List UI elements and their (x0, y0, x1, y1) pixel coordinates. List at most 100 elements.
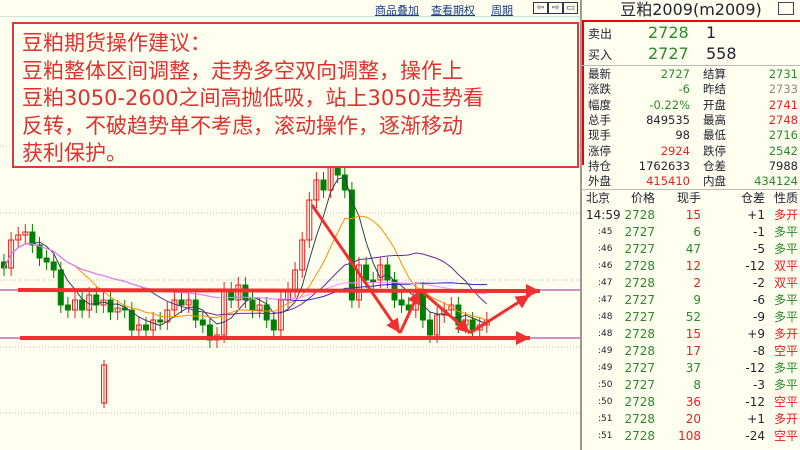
tick-time: :51 (598, 414, 613, 424)
period-button[interactable]: 周期 (491, 4, 513, 17)
col-time: 北京 (586, 191, 611, 205)
candle (348, 189, 355, 301)
overlay-button[interactable]: 商品叠加 (375, 4, 419, 17)
col-nature: 性质 (773, 191, 798, 205)
candle (306, 199, 313, 241)
candle (249, 299, 256, 311)
tick-time: :50 (598, 380, 613, 390)
tick-oi-change: -1 (753, 225, 765, 239)
candle (57, 269, 64, 306)
quote-value: 2716 (768, 128, 798, 143)
tick-row: :51 2728 108 -24 空平 (586, 428, 798, 445)
scroll-left-icon[interactable]: ⇦ (533, 2, 548, 14)
candle (448, 304, 455, 311)
quote-label: 仓差 (703, 158, 726, 173)
ask-label: 卖出 (588, 27, 613, 41)
tick-row: :48 2728 15 +9 多开 (586, 326, 798, 343)
tick-price: 2727 (624, 242, 655, 256)
view-options-button[interactable]: 查看期权 (431, 4, 475, 17)
candle (143, 324, 149, 331)
tick-row: :50 2728 36 -12 空平 (586, 394, 798, 411)
tick-row: :46 2728 12 -12 双平 (586, 258, 798, 275)
candle (101, 364, 107, 404)
candle (157, 319, 164, 323)
quote-value: 2727 (660, 67, 690, 81)
quote-value: 2731 (768, 67, 798, 81)
candle (36, 244, 43, 259)
candle (50, 261, 57, 271)
tick-time: :48 (598, 329, 613, 339)
ask-volume: 1 (706, 23, 717, 42)
candle (384, 264, 391, 281)
tick-time: :46 (598, 244, 613, 254)
tick-nature: 空平 (773, 395, 798, 409)
tick-row: :50 2727 8 -3 多平 (586, 377, 798, 394)
tick-oi-change: -12 (745, 395, 765, 409)
tick-oi-change: -24 (745, 429, 765, 443)
tick-price: 2728 (624, 344, 655, 358)
col-oi-change: 仓差 (740, 191, 765, 205)
quote-value: 1762633 (638, 158, 690, 173)
annotation-arrow (17, 288, 541, 293)
candle (242, 284, 249, 301)
quote-row: 幅度 -0.22% 开盘 2741 (588, 98, 798, 113)
col-price: 价格 (630, 191, 655, 205)
quote-value: 2924 (660, 143, 690, 158)
maximize-icon[interactable] (778, 2, 794, 15)
kline-chart[interactable] (0, 0, 580, 450)
tick-time: 14:59 (586, 208, 621, 222)
quote-label: 开盘 (703, 97, 726, 112)
quote-value: -0.22% (649, 97, 690, 112)
tick-time: :47 (598, 295, 613, 305)
candle (128, 309, 135, 331)
quote-row: 持仓 1762633 仓差 7988 (588, 159, 798, 174)
tick-nature: 空平 (773, 429, 798, 443)
quote-row: 外盘 415410 内盘 434124 (588, 174, 798, 189)
scroll-right-icon[interactable]: ⇨ (548, 2, 563, 14)
highlight-line (582, 20, 800, 22)
split-view-icon[interactable]: ▭ (563, 2, 578, 14)
tick-volume: 36 (685, 395, 701, 409)
candle (299, 239, 306, 271)
quote-value: 434124 (754, 174, 798, 189)
tick-oi-change: +9 (747, 327, 765, 341)
tick-oi-change: -9 (753, 310, 765, 324)
tick-price: 2728 (624, 259, 655, 273)
candle (277, 299, 284, 331)
candle (313, 179, 320, 201)
quote-label: 总手 (588, 112, 611, 127)
tick-time: :49 (598, 346, 613, 356)
tick-volume: 6 (693, 225, 701, 239)
tick-row: :49 2727 37 -12 多平 (586, 360, 798, 377)
candle (434, 314, 441, 336)
tick-row: :45 2727 6 -1 多平 (586, 224, 798, 241)
quote-label: 内盘 (703, 174, 726, 189)
note-title: 豆粕期货操作建议： (22, 31, 211, 55)
bid-row: 买入 2727 558 (588, 44, 798, 64)
divider (582, 65, 800, 66)
arrow-head (386, 317, 400, 333)
tick-time: :50 (598, 397, 613, 407)
tick-price: 2727 (624, 293, 655, 307)
tick-time: :51 (598, 431, 613, 441)
tick-price: 2727 (624, 225, 655, 239)
tick-nature: 多平 (773, 310, 798, 324)
quote-row: 最新 2727 结算 2731 (588, 67, 798, 82)
candle (79, 299, 86, 311)
note-line: 豆粕3050-2600之间高抛低吸，站上3050走势看 (22, 86, 484, 110)
tick-row: :47 2727 9 -6 多平 (586, 292, 798, 309)
arrow-head (407, 290, 421, 306)
quote-label: 最低 (703, 128, 726, 143)
quote-label: 最新 (588, 67, 611, 81)
tick-volume: 2 (693, 276, 701, 290)
candle (29, 231, 36, 246)
tick-row: :49 2728 17 -8 空平 (586, 343, 798, 360)
quote-label: 跌停 (703, 143, 726, 158)
candle (263, 304, 270, 321)
tick-time: :47 (598, 278, 613, 288)
note-line: 反转，不破趋势单不考虑，滚动操作，逐渐移动 (22, 113, 463, 138)
quote-value: -6 (678, 82, 690, 97)
arrow-head (514, 295, 530, 309)
tick-nature: 多平 (773, 225, 798, 239)
tick-volume: 108 (678, 429, 701, 443)
